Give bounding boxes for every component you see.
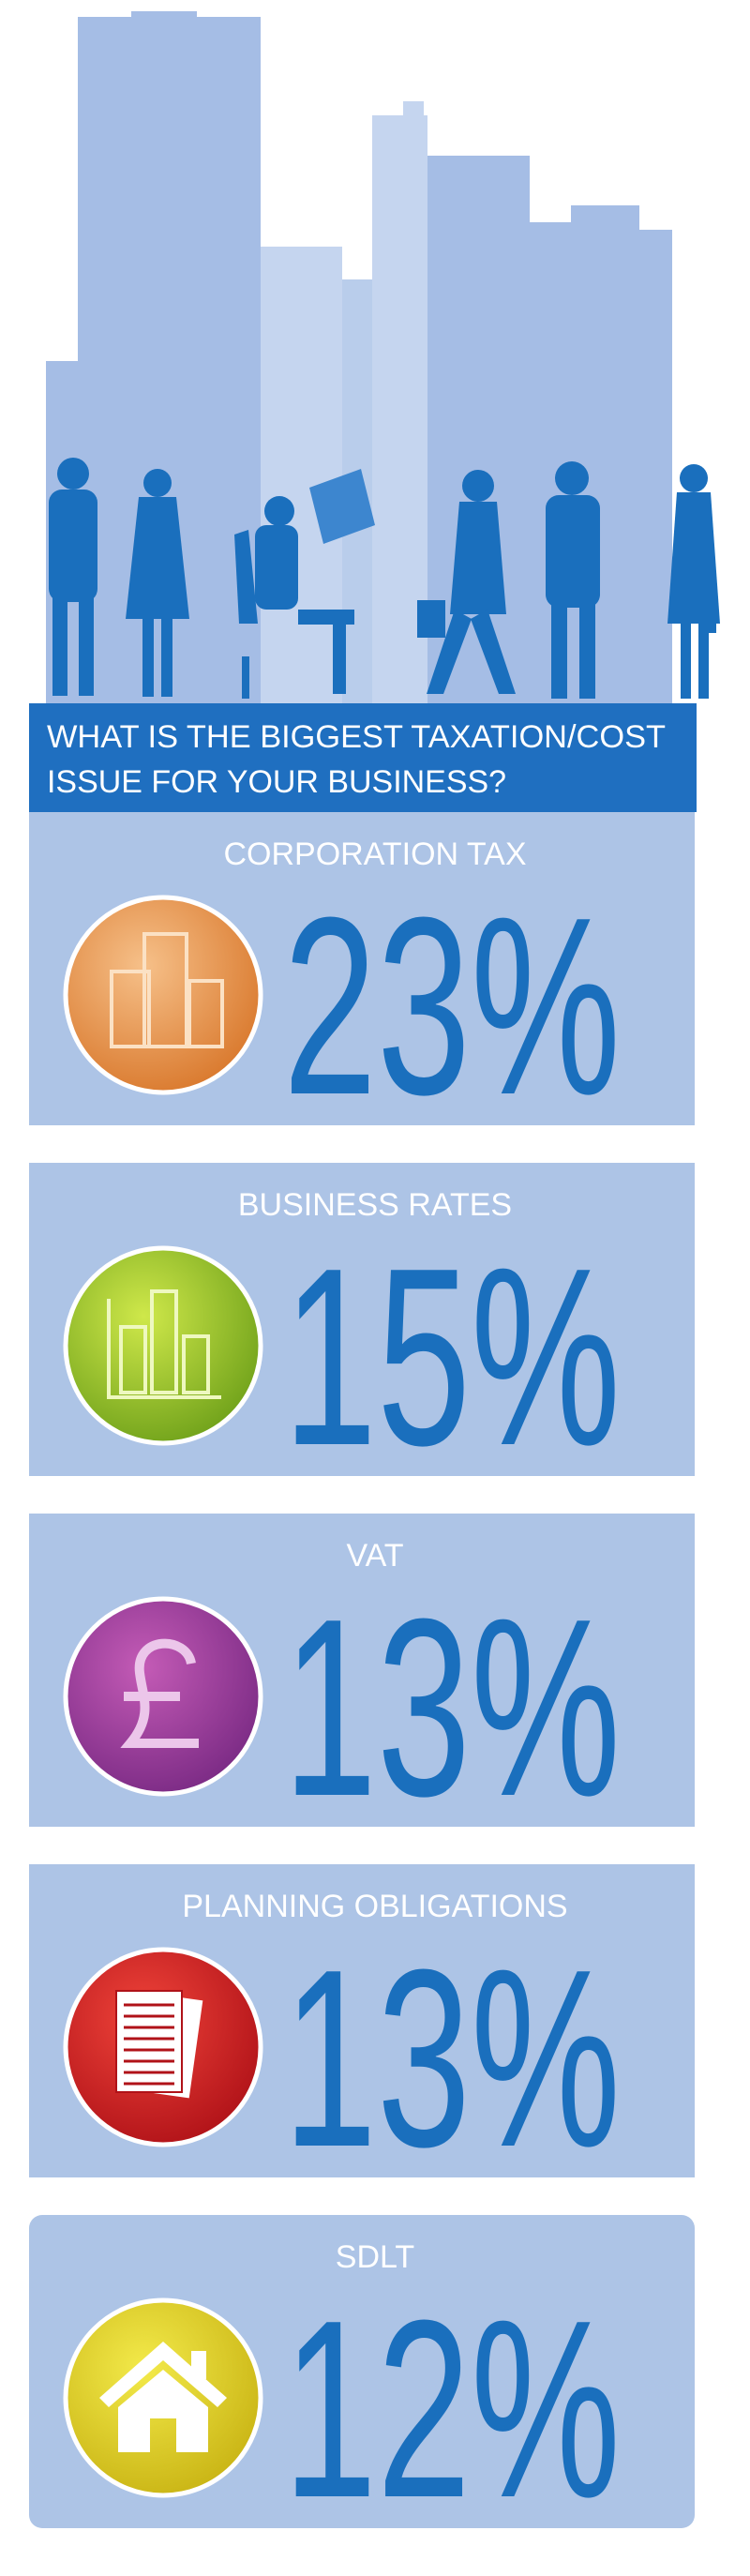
icon-shape	[142, 932, 188, 1048]
item-value: 13%	[283, 1918, 621, 2200]
title-line: WHAT IS THE BIGGEST TAXATION/COST	[47, 719, 666, 755]
icon-shape	[99, 2342, 227, 2407]
icon-shape	[107, 1299, 221, 1399]
title-line: ISSUE FOR YOUR BUSINESS?	[47, 764, 506, 800]
icon-circle	[63, 1245, 263, 1446]
item-label: VAT	[346, 1538, 403, 1574]
icon-shape	[182, 1334, 210, 1394]
item-value: 12%	[283, 2268, 621, 2551]
item-label: BUSINESS RATES	[238, 1187, 512, 1223]
icon-shape	[150, 1289, 178, 1394]
item-value: 23%	[283, 866, 621, 1148]
icon-shape	[110, 970, 151, 1048]
icon-shape	[119, 1325, 147, 1394]
item-value: 15%	[283, 1216, 621, 1499]
icon-circle	[63, 895, 263, 1095]
title-bar	[29, 703, 697, 812]
icon-shape	[120, 1638, 199, 1748]
icon-shape	[188, 979, 224, 1048]
item-label: SDLT	[336, 2239, 414, 2275]
item-label: CORPORATION TAX	[223, 836, 526, 872]
icon-shape	[118, 2370, 208, 2452]
icon-shape	[115, 1990, 183, 2093]
item-label: PLANNING OBLIGATIONS	[182, 1889, 567, 1924]
silhouettes	[49, 458, 720, 699]
item-value: 13%	[283, 1567, 621, 1849]
